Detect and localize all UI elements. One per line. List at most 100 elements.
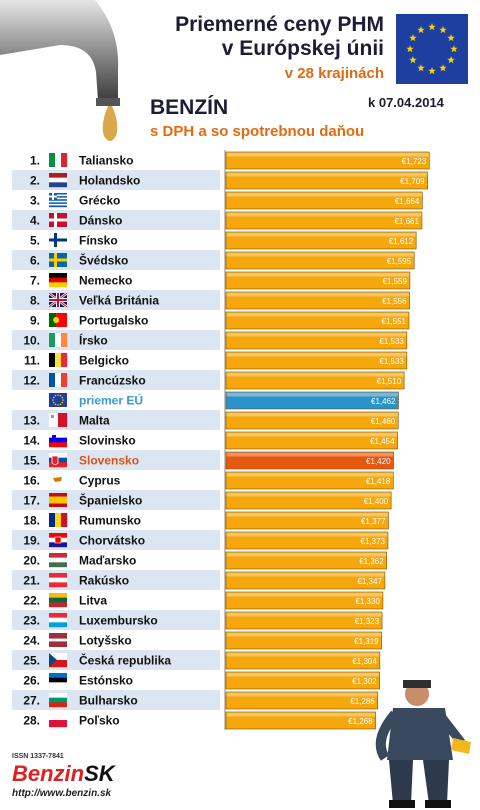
chart-row: 14. Slovinsko €1,454: [23, 431, 398, 450]
rank-label: 28.: [23, 714, 40, 728]
chart-row: 16. Cyprus €1,418: [23, 471, 394, 490]
sweden-flag: [49, 253, 67, 267]
rank-label: 15.: [23, 454, 40, 468]
rank-label: 6.: [30, 254, 40, 268]
price-bar: [225, 531, 389, 550]
chart-row: 20. Maďarsko €1,362: [23, 551, 387, 570]
chart-row: 10. Írsko €1,533: [12, 330, 408, 350]
chart-row: 26. Estónsko €1,302: [23, 671, 380, 690]
rank-label: 27.: [23, 694, 40, 708]
country-label: Dánsko: [79, 214, 122, 228]
belgium-flag: [49, 353, 68, 367]
chart-row: 4. Dánsko €1,661: [12, 210, 423, 230]
price-bar: [225, 711, 376, 730]
finland-flag: [49, 233, 67, 247]
country-label: Cyprus: [79, 474, 121, 488]
price-value-label: €1,400: [364, 497, 389, 506]
country-label: Rakúsko: [79, 574, 129, 588]
lithuania-flag: [49, 593, 67, 608]
eu-star: [409, 56, 417, 64]
bar-highlight: [226, 172, 428, 177]
eu-star: [409, 34, 417, 42]
rank-label: 9.: [30, 314, 40, 328]
rank-label: 22.: [23, 594, 40, 608]
bar-highlight: [226, 472, 393, 477]
price-bar: [225, 571, 386, 590]
countries-count-label: v 28 krajinách: [284, 65, 384, 82]
slovenia-flag: [49, 433, 67, 448]
price-value-label: €1,304: [352, 657, 377, 666]
denmark-flag: [49, 213, 67, 227]
price-bar: [225, 271, 411, 290]
price-bar: [225, 471, 394, 490]
bar-highlight: [226, 192, 422, 197]
eu-star: [447, 34, 455, 42]
price-value-label: €1,510: [377, 377, 402, 386]
rank-label: 18.: [23, 514, 40, 528]
price-value-label: €1,556: [382, 297, 407, 306]
poland-flag: [49, 713, 67, 728]
rank-label: 17.: [23, 494, 40, 508]
germany-flag: [49, 273, 67, 288]
rank-label: 20.: [23, 554, 40, 568]
price-bar: [225, 351, 408, 370]
mechanic-illustration: [375, 680, 471, 808]
rank-label: 26.: [23, 674, 40, 688]
price-bar: [225, 391, 399, 410]
price-value-label: €1,347: [357, 577, 382, 586]
chart-row: 12. Francúzsko €1,510: [12, 370, 405, 390]
country-label: Maďarsko: [79, 554, 136, 568]
price-value-label: €1,373: [361, 537, 386, 546]
date-label: k 07.04.2014: [368, 95, 444, 110]
price-value-label: €1,664: [395, 197, 420, 206]
country-label: Portugalsko: [79, 314, 148, 328]
country-label: Francúzsko: [79, 374, 146, 388]
rank-label: 12.: [23, 374, 40, 388]
logo-part-benzin: Benzin: [12, 761, 85, 786]
country-label: Luxembursko: [79, 614, 158, 628]
country-label: Belgicko: [79, 354, 129, 368]
estonia-flag: [49, 673, 67, 688]
chart-row: 19. Chorvátsko €1,373: [12, 530, 389, 550]
bar-highlight: [226, 712, 376, 717]
country-label: Grécko: [79, 194, 120, 208]
row-background: [12, 330, 220, 350]
slovakia-flag: [49, 453, 67, 468]
country-label: Estónsko: [79, 674, 133, 688]
bar-highlight: [226, 612, 382, 617]
bar-highlight: [226, 332, 407, 337]
netherlands-flag: [49, 173, 67, 188]
price-value-label: €1,302: [352, 677, 377, 686]
price-value-label: €1,462: [371, 397, 396, 406]
portugal-flag: [49, 313, 67, 327]
country-label: Švédsko: [79, 253, 128, 268]
chart-row: 2. Holandsko €1,709: [12, 170, 428, 190]
price-bar: [225, 511, 389, 530]
price-bar: [225, 591, 384, 610]
rank-label: 24.: [23, 634, 40, 648]
country-label: Holandsko: [79, 174, 140, 188]
cyprus-flag: [49, 473, 67, 487]
price-value-label: €1,418: [366, 477, 391, 486]
country-label: Poľsko: [79, 714, 120, 728]
country-label: Írsko: [79, 333, 108, 348]
czech-flag: [49, 653, 67, 668]
eu-star: [417, 64, 425, 72]
price-value-label: €1,420: [366, 457, 391, 466]
rank-label: 11.: [24, 354, 40, 368]
chart-row: 8. Veľká Británia €1,556: [12, 290, 410, 310]
price-value-label: €1,268: [348, 717, 373, 726]
chart-row: 7. Nemecko €1,559: [30, 271, 411, 290]
bar-highlight: [226, 672, 380, 677]
subtitle: s DPH a so spotrebnou daňou: [150, 123, 365, 140]
eu-star: [439, 25, 447, 34]
rank-label: 23.: [23, 614, 40, 628]
price-bar: [225, 651, 381, 670]
website-link[interactable]: http://www.benzin.sk: [12, 788, 112, 799]
bar-highlight: [226, 512, 388, 517]
austria-flag: [49, 573, 67, 588]
romania-flag: [49, 513, 68, 527]
price-bar: [225, 671, 380, 690]
hungary-flag: [49, 553, 67, 568]
country-label: Chorvátsko: [79, 534, 145, 548]
